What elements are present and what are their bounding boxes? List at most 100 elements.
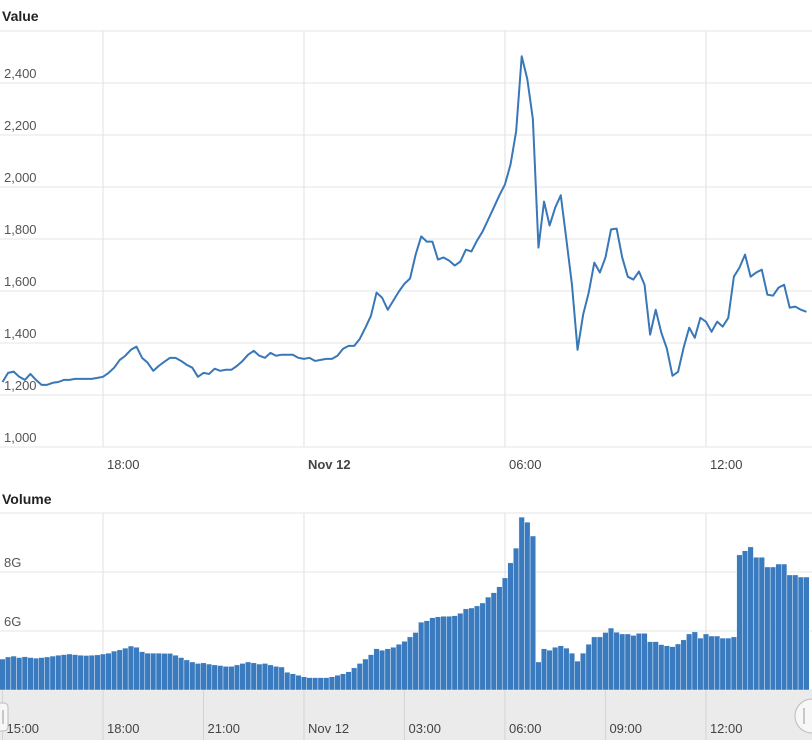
bar [27,657,34,691]
bar [5,656,12,691]
navigator-tick-label: 03:00 [408,721,441,736]
bar [574,660,581,691]
bar [328,676,335,691]
bar [434,616,441,691]
bar [496,586,503,691]
bar [395,644,402,691]
bar [390,647,397,691]
bar [753,557,760,691]
bar [451,615,458,691]
bar [412,632,419,691]
y-tick-label: 2,400 [4,66,37,81]
bar [568,652,575,691]
bar [77,654,84,691]
bar [88,654,95,691]
x-tick-label: 12:00 [710,457,743,472]
bar [100,653,106,691]
bar [652,641,659,691]
bar [418,621,425,691]
bar [228,666,235,691]
y-tick-label: 1,200 [4,378,37,393]
chart-title: Value [2,8,39,24]
bar [55,654,62,691]
bar [21,656,28,691]
bar [10,655,17,691]
bar [457,613,464,691]
bar [139,651,146,691]
bar [273,666,280,691]
bar [786,574,793,691]
bar [446,616,453,691]
bar [440,616,447,691]
bar [401,641,408,691]
bar [217,665,224,691]
y-tick-label: 1,800 [4,222,37,237]
bar [116,649,123,691]
bar [161,653,168,691]
bar [702,633,709,691]
y-tick-label: 1,000 [4,430,37,445]
bar [613,631,620,691]
bar [742,550,749,691]
bar [245,661,252,691]
bar [144,652,151,691]
bar [312,677,319,691]
bar [647,641,654,691]
bar [758,557,765,691]
bar [172,654,179,691]
bar [641,633,648,691]
bar [278,666,285,691]
bar [697,637,704,691]
bar [317,677,324,691]
bar [524,521,531,691]
bar [675,643,682,691]
bar [747,546,754,691]
bar [535,661,542,691]
bar [769,566,776,691]
navigator-tick-label: 21:00 [207,721,240,736]
bar [16,657,23,691]
bar [552,647,559,691]
bar [362,658,369,691]
bar [803,576,810,691]
bar [150,652,157,691]
bar [608,627,615,691]
bar [714,635,721,691]
bar [345,671,352,691]
navigator-tick-label: 18:00 [107,721,140,736]
bar [490,592,497,691]
bar [72,654,79,691]
bar [233,664,240,691]
bar [334,675,341,691]
bar [580,652,587,691]
bar [658,644,665,691]
bar [33,657,39,691]
bar [708,635,715,691]
bar [250,662,257,691]
bar [239,663,246,691]
bar [624,633,631,691]
bar [211,664,218,691]
bar [133,647,140,691]
bar [546,649,553,691]
bar [781,563,788,691]
y-tick-label: 6G [4,614,21,629]
bar [222,666,229,691]
y-tick-label: 1,400 [4,326,37,341]
bar [792,574,799,691]
plot-layer: 1,000 1,200 1,400 1,600 1,800 2,000 2,200 2,400… [0,30,812,740]
bar [423,620,430,691]
bar [284,672,291,691]
bar [351,667,358,691]
bar [563,647,570,691]
bar [289,673,296,691]
bar [105,652,112,691]
bar [323,677,330,691]
navigator-handle-left[interactable] [0,702,9,732]
bar [306,677,313,691]
bar [591,636,598,691]
bar [38,657,45,691]
bar [407,636,414,691]
bar [83,655,90,691]
navigator-tick-label: 15:00 [7,721,40,736]
